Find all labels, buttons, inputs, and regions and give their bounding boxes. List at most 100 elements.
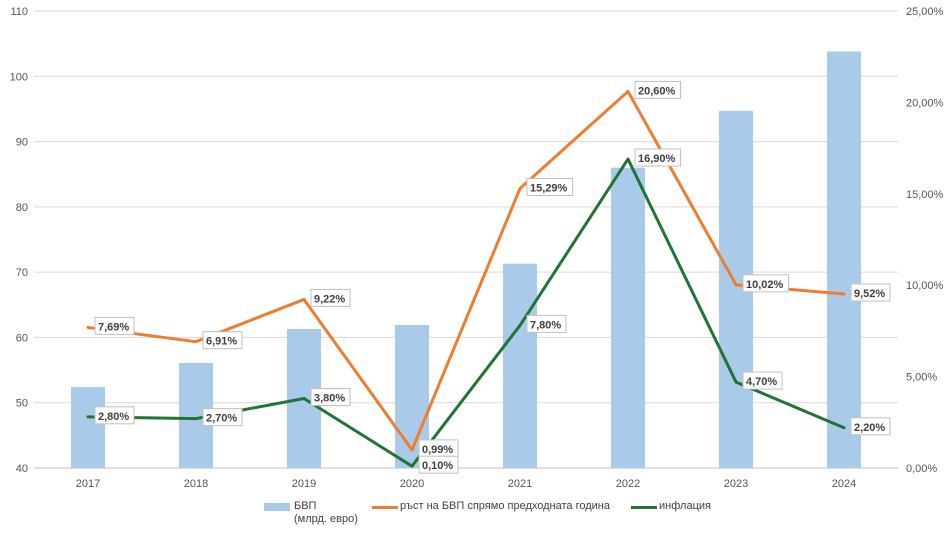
inflation-data-label-text: 16,90% — [638, 153, 676, 165]
inflation-line-point — [518, 323, 522, 327]
inflation-data-label-text: 0,10% — [422, 460, 453, 472]
right-tick-label: 0,00% — [906, 463, 937, 475]
inflation-line-point — [734, 380, 738, 384]
x-tick-label: 2021 — [508, 478, 532, 490]
data-labels: 7,69% 6,91% 9,22% 0,99% 15,29% 20,60% 10,02% 9,… — [94, 80, 891, 474]
inflation-data-label-box — [310, 388, 351, 407]
x-tick-label: 2018 — [184, 478, 208, 490]
growth-data-label-box — [634, 80, 682, 99]
left-tick-label: 80 — [16, 202, 28, 214]
left-tick-label: 40 — [16, 463, 28, 475]
growth-line-point — [86, 325, 90, 329]
inflation-data-label: 3,80% — [310, 388, 351, 407]
inflation-line-point — [842, 426, 846, 430]
left-tick-label: 90 — [16, 137, 28, 149]
inflation-line-point — [626, 157, 630, 161]
gridlines — [34, 10, 898, 404]
growth-data-label-box — [94, 316, 135, 335]
gdp-bars — [71, 51, 861, 468]
growth-data-label-box — [202, 331, 243, 350]
growth-line-point — [518, 186, 522, 190]
growth-data-label: 15,29% — [526, 177, 574, 196]
inflation-data-label-box — [94, 406, 135, 425]
left-tick-label: 100 — [10, 71, 28, 83]
right-tick-label: 5,00% — [906, 372, 937, 384]
growth-data-label: 9,22% — [310, 288, 351, 307]
left-tick-label: 50 — [16, 398, 28, 410]
legend-label-inflation: инфлация — [659, 500, 711, 512]
growth-line-point — [842, 292, 846, 296]
growth-data-label: 7,69% — [94, 316, 135, 335]
left-tick-label: 110 — [10, 6, 28, 18]
gdp-bar — [611, 167, 645, 468]
inflation-data-label-text: 3,80% — [314, 393, 345, 405]
growth-data-label-text: 20,60% — [638, 85, 676, 97]
legend-swatch-gdp — [264, 503, 290, 511]
inflation-data-label-box — [202, 408, 243, 427]
growth-data-label: 6,91% — [202, 331, 243, 350]
inflation-data-label-box — [418, 455, 459, 474]
x-tick-label: 2019 — [292, 478, 316, 490]
gdp-bar — [71, 387, 105, 468]
growth-data-label-text: 9,52% — [854, 288, 885, 300]
inflation-line-point — [194, 417, 198, 421]
legend-label-gdp-line1: БВП — [294, 500, 317, 512]
legend-label-growth: ръст на БВП спрямо предходната година — [400, 500, 610, 512]
growth-data-label-box — [310, 288, 351, 307]
legend: БВП (млрд. евро) ръст на БВП спрямо пред… — [0, 500, 949, 534]
growth-data-label-text: 6,91% — [206, 336, 237, 348]
inflation-data-label: 4,70% — [742, 371, 783, 390]
legend-swatch-inflation — [631, 506, 657, 509]
legend-swatch-growth — [372, 506, 398, 509]
legend-label-gdp-line2: (млрд. евро) — [294, 513, 358, 525]
growth-data-label-text: 7,69% — [98, 321, 129, 333]
inflation-line-point — [302, 397, 306, 401]
growth-data-label-box — [850, 283, 891, 302]
combo-chart: 40 50 60 70 80 90 100 110 0,00% 5,00% 10,00% 15,00… — [10, 6, 944, 490]
growth-data-label-text: 10,02% — [746, 279, 784, 291]
inflation-data-label-text: 4,70% — [746, 376, 777, 388]
inflation-data-label: 0,10% — [418, 455, 459, 474]
x-tick-label: 2022 — [616, 478, 640, 490]
gdp-bar — [503, 263, 537, 468]
inflation-data-label: 2,80% — [94, 406, 135, 425]
right-axis: 0,00% 5,00% 10,00% 15,00% 20,00% 25,00% — [906, 6, 944, 475]
inflation-line-point — [410, 464, 414, 468]
right-tick-label: 25,00% — [906, 6, 944, 18]
growth-data-label: 10,02% — [742, 274, 790, 293]
inflation-data-label-box — [850, 417, 891, 436]
inflation-data-label: 16,90% — [634, 148, 682, 167]
growth-data-label: 20,60% — [634, 80, 682, 99]
left-tick-label: 60 — [16, 332, 28, 344]
x-tick-label: 2017 — [76, 478, 100, 490]
inflation-data-label: 7,80% — [526, 314, 567, 333]
growth-data-label-text: 15,29% — [530, 182, 568, 194]
legend-item-gdp: БВП (млрд. евро) — [264, 500, 358, 526]
inflation-data-label-text: 2,80% — [98, 411, 129, 423]
growth-data-label-box — [526, 177, 574, 196]
legend-label-gdp: БВП (млрд. евро) — [294, 500, 358, 526]
growth-data-label: 0,99% — [418, 439, 459, 458]
growth-line-point — [410, 448, 414, 452]
inflation-data-label: 2,20% — [850, 417, 891, 436]
left-axis: 40 50 60 70 80 90 100 110 — [10, 6, 28, 475]
inflation-data-label-box — [634, 148, 682, 167]
x-tick-label: 2023 — [724, 478, 748, 490]
growth-data-label-text: 9,22% — [314, 293, 345, 305]
growth-line-point — [626, 89, 630, 93]
inflation-data-label-text: 2,70% — [206, 413, 237, 425]
left-tick-label: 70 — [16, 267, 28, 279]
growth-line-point — [302, 297, 306, 301]
growth-line-point — [194, 340, 198, 344]
x-axis: 2017 2018 2019 2020 2021 2022 2023 2024 — [34, 467, 898, 490]
growth-data-label-box — [742, 274, 790, 293]
inflation-data-label-text: 2,20% — [854, 422, 885, 434]
x-tick-label: 2020 — [400, 478, 424, 490]
right-tick-label: 10,00% — [906, 280, 944, 292]
growth-data-label-text: 0,99% — [422, 444, 453, 456]
inflation-data-label-box — [742, 371, 783, 390]
legend-item-inflation: инфлация — [631, 500, 711, 513]
inflation-data-label-box — [526, 314, 567, 333]
growth-line-point — [734, 283, 738, 287]
inflation-data-label: 2,70% — [202, 408, 243, 427]
